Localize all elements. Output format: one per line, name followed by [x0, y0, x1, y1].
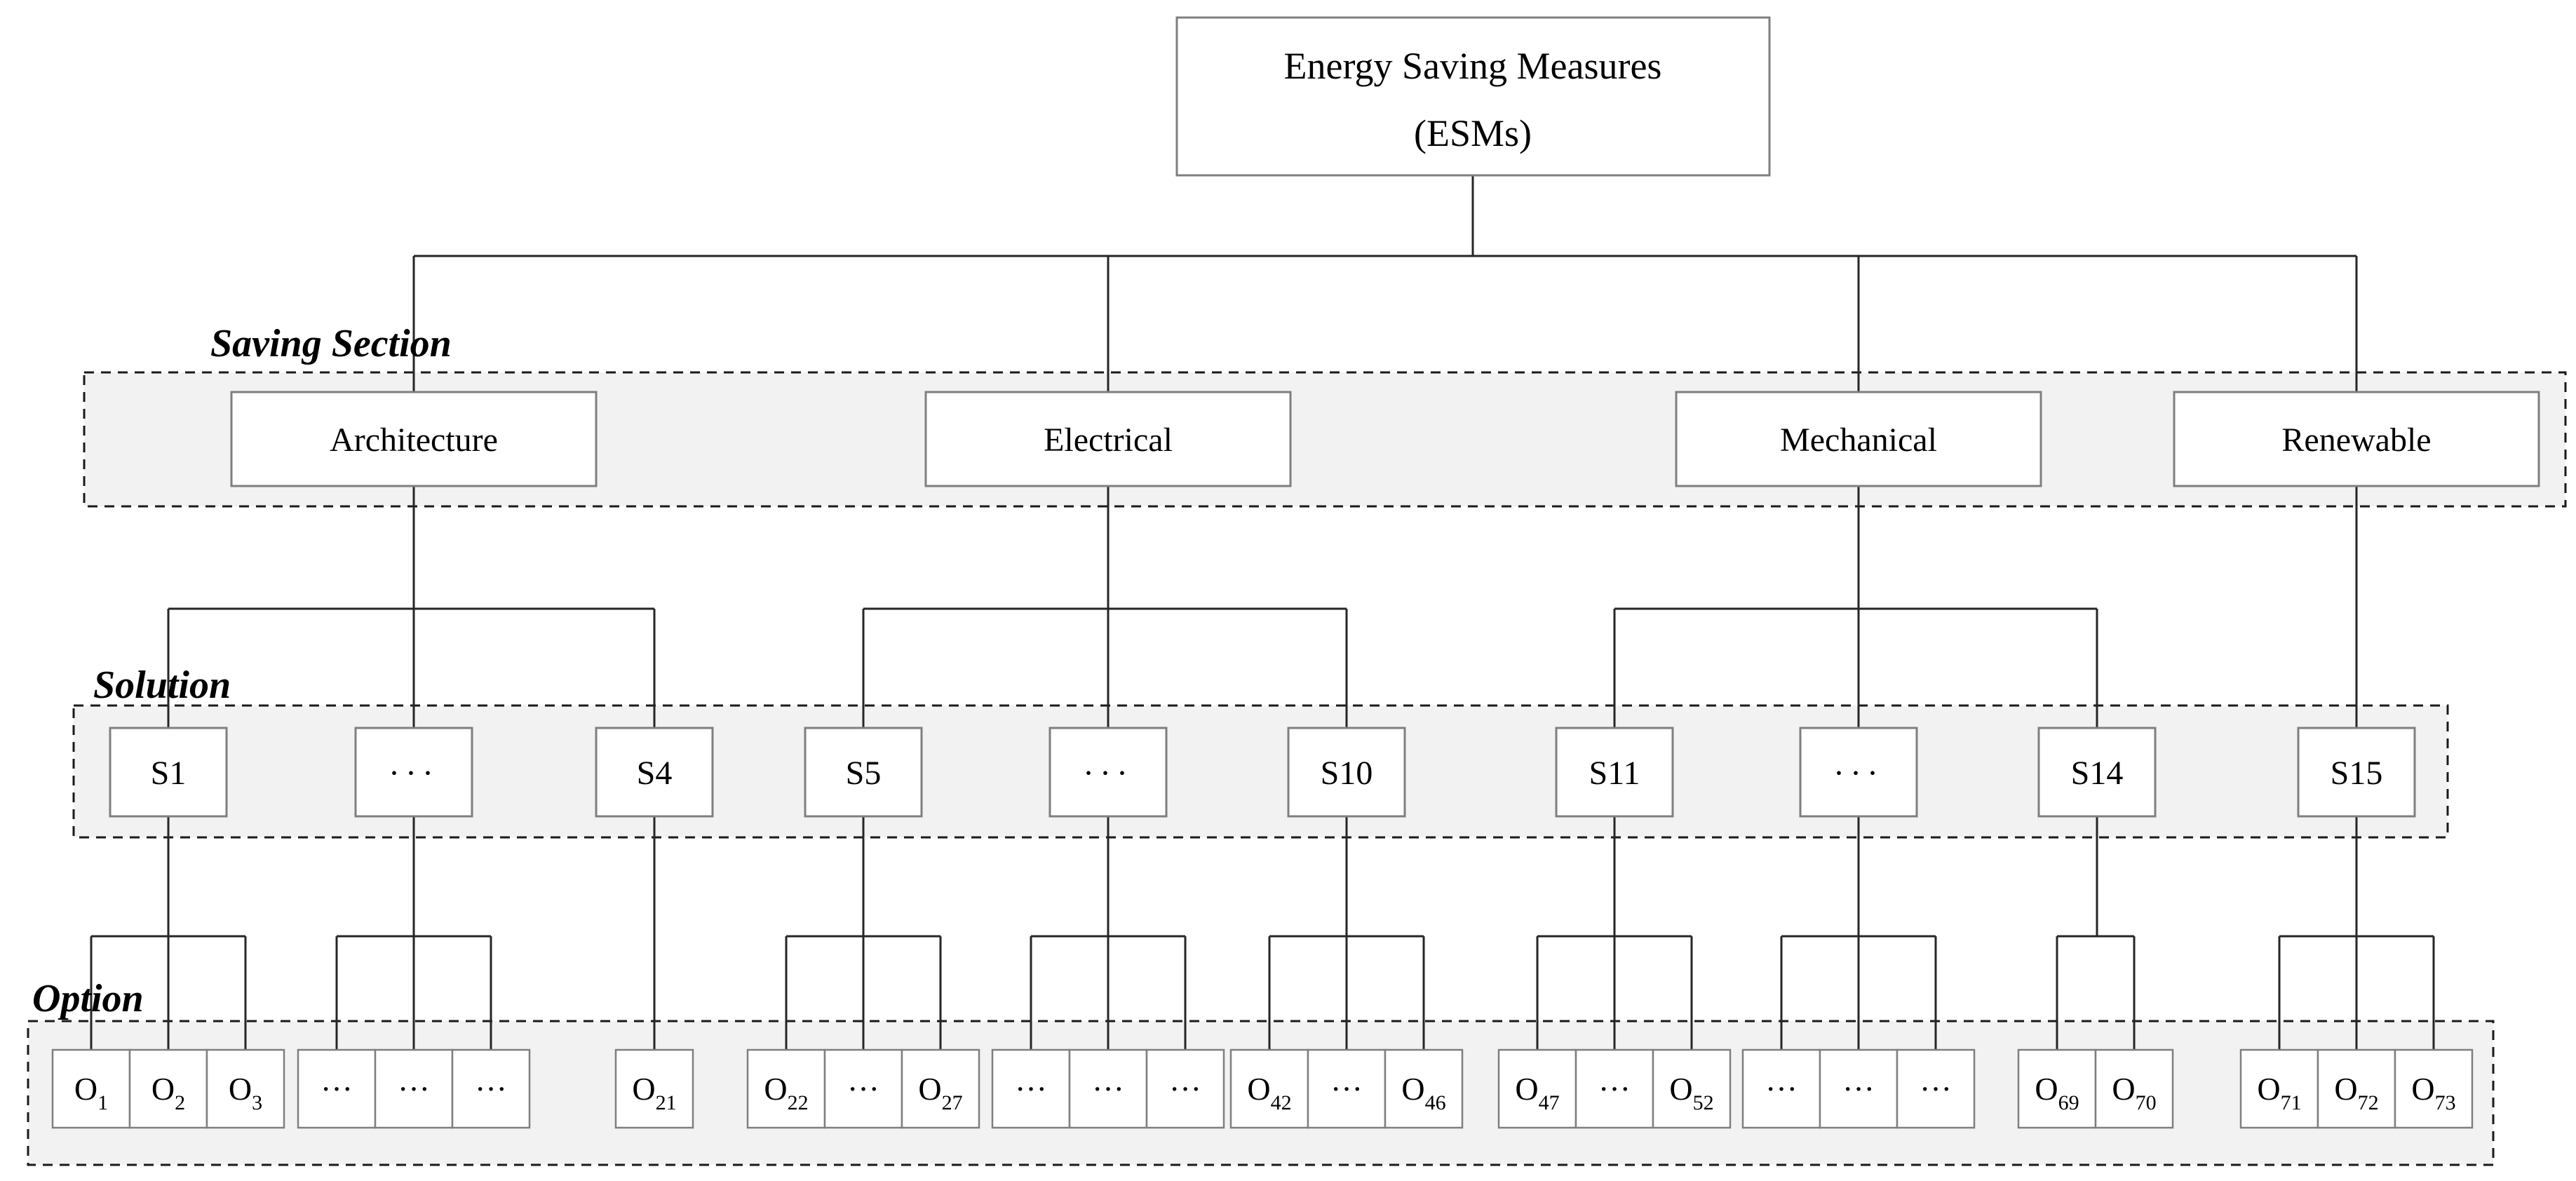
option-cell: [297, 1048, 377, 1129]
option-cell: [1229, 1048, 1309, 1129]
solution-box-s5: [804, 727, 923, 818]
option-cell: [1145, 1048, 1225, 1129]
option-cell-label: O22: [764, 1071, 808, 1114]
option-cell: [51, 1048, 131, 1129]
option-cell-label: O73: [2411, 1071, 2455, 1114]
saving-section-label: Saving Section: [210, 322, 452, 365]
solution-box-s4: [595, 727, 714, 818]
solution-box-ellipsis-2: [1048, 727, 1168, 818]
option-cell-label: ···: [1765, 1071, 1798, 1107]
solution-box-ellipsis-3: [1799, 727, 1918, 818]
solution-label-ellipsis-3: ···: [1833, 755, 1884, 792]
solution-label-s5: S5: [846, 755, 882, 792]
option-cell-label: ···: [847, 1071, 879, 1107]
section-label-mechanical: Mechanical: [1780, 421, 1937, 459]
section-label-renewable: Renewable: [2281, 421, 2431, 459]
option-cell-label: O1: [74, 1071, 108, 1114]
option-cell-label: ···: [1920, 1071, 1952, 1107]
solution-box-ellipsis-1: [354, 727, 473, 818]
option-cell: [2317, 1048, 2396, 1129]
option-cell: [128, 1048, 208, 1129]
solution-box-s15: [2297, 727, 2416, 818]
option-cell-label: O46: [1401, 1071, 1445, 1114]
option-cell: [1652, 1048, 1732, 1129]
solution-label-s4: S4: [637, 755, 673, 792]
solution-label-s15: S15: [2331, 755, 2383, 792]
option-cell-label: O2: [151, 1071, 185, 1114]
section-box-mechanical: [1675, 391, 2042, 487]
option-cell: [1068, 1048, 1148, 1129]
root-title-line1: Energy Saving Measures: [1284, 45, 1662, 87]
solution-box-s11: [1555, 727, 1674, 818]
option-cell: [1741, 1048, 1821, 1129]
root-to-sections-connector: [412, 175, 2358, 392]
option-cell: [2094, 1048, 2174, 1129]
option-cell-label: O42: [1247, 1071, 1291, 1114]
solution-label-s10: S10: [1321, 755, 1373, 792]
option-cell-label: O71: [2257, 1071, 2301, 1114]
option-cell-label: O47: [1515, 1071, 1559, 1114]
option-cell-label: O52: [1669, 1071, 1713, 1114]
section-box-architecture: [230, 391, 598, 487]
option-cell: [2239, 1048, 2319, 1129]
option-cell: [901, 1048, 980, 1129]
option-cell-label: ···: [321, 1071, 353, 1107]
option-cell-label: ···: [1598, 1071, 1631, 1107]
solutions-to-options-connector: [90, 816, 2435, 1050]
option-cell-label: O69: [2035, 1071, 2079, 1114]
option-cell: [451, 1048, 531, 1129]
solution-label-s1: S1: [151, 755, 187, 792]
option-cell-label: ···: [475, 1071, 507, 1107]
solution-label-ellipsis-2: ···: [1083, 755, 1133, 792]
option-cell: [1497, 1048, 1577, 1129]
option-cell-label: ···: [1842, 1071, 1875, 1107]
option-cell: [1574, 1048, 1654, 1129]
option-cell-label: O3: [229, 1071, 262, 1114]
option-cell: [205, 1048, 285, 1129]
solution-box-s1: [109, 727, 228, 818]
solution-label: Solution: [93, 663, 231, 707]
section-box-renewable: [2173, 391, 2540, 487]
section-box-electrical: [924, 391, 1292, 487]
option-cell-label: O27: [918, 1071, 962, 1114]
option-cell-label: ···: [1015, 1071, 1047, 1107]
solution-label-ellipsis-1: ···: [389, 755, 439, 792]
option-cell-label: O21: [632, 1071, 676, 1114]
option-cell-label: ···: [1330, 1071, 1363, 1107]
section-label-electrical: Electrical: [1044, 421, 1173, 459]
option-cell: [1307, 1048, 1387, 1129]
option-cell: [1896, 1048, 1976, 1129]
option-cell-label: ···: [398, 1071, 430, 1107]
option-cell-label: O72: [2334, 1071, 2378, 1114]
option-cell: [2017, 1048, 2097, 1129]
solution-box-s14: [2037, 727, 2157, 818]
root-box: [1175, 16, 1771, 177]
section-label-architecture: Architecture: [330, 421, 498, 459]
sections-to-solutions-connector: [167, 486, 2358, 728]
solution-label-s14: S14: [2071, 755, 2124, 792]
option-cell: [991, 1048, 1071, 1129]
solution-label-s11: S11: [1589, 755, 1640, 792]
option-cell: [614, 1048, 694, 1129]
solution-box-s10: [1287, 727, 1406, 818]
option-cell-label: ···: [1169, 1071, 1201, 1107]
option-cell: [1819, 1048, 1899, 1129]
option-cell: [823, 1048, 903, 1129]
option-cell: [1384, 1048, 1464, 1129]
option-cell-label: ···: [1092, 1071, 1124, 1107]
option-label: Option: [32, 977, 144, 1020]
root-title-line2: (ESMs): [1414, 112, 1532, 154]
option-cell-label: O70: [2112, 1071, 2156, 1114]
option-cell: [2394, 1048, 2474, 1129]
option-cell: [746, 1048, 826, 1129]
